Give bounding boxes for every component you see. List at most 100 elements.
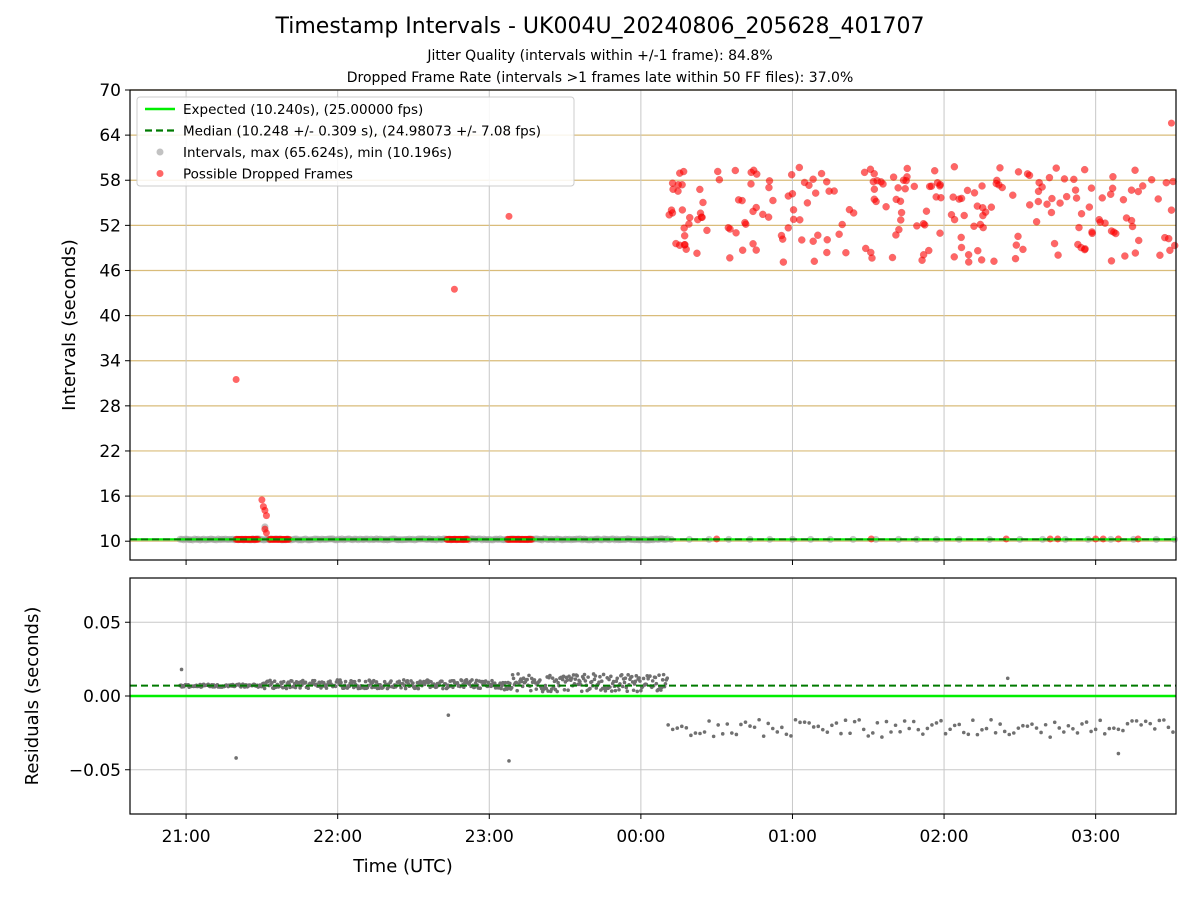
dropped-point (866, 165, 875, 174)
residual-point (1130, 719, 1134, 723)
dropped-point (764, 213, 773, 221)
dropped-point (978, 182, 986, 190)
residual-point (639, 688, 643, 693)
dropped-point (1054, 251, 1062, 259)
residual-point (663, 681, 668, 686)
dropped-point (667, 206, 676, 214)
dropped-point (680, 232, 689, 240)
bottom-y-tick-label: −0.05 (69, 761, 121, 781)
dropped-point (1045, 173, 1054, 182)
dropped-point (747, 180, 755, 188)
dropped-point (752, 246, 760, 254)
residual-point (527, 673, 531, 678)
chart-title: Timestamp Intervals - UK004U_20240806_20… (275, 14, 925, 39)
dropped-point (1025, 171, 1034, 180)
dropped-point (823, 178, 831, 186)
residual-point (529, 676, 534, 681)
residual-point (1075, 731, 1080, 735)
dropped-point (913, 222, 921, 230)
dropped-point (925, 182, 934, 191)
residual-point (594, 686, 599, 690)
residual-point (474, 678, 479, 683)
residual-point (638, 679, 642, 683)
residual-point (511, 676, 516, 681)
residual-point (179, 667, 184, 672)
residual-point (816, 724, 821, 729)
residual-point (784, 732, 789, 737)
top-y-tick-label: 16 (99, 487, 121, 507)
residual-point (554, 678, 559, 682)
residual-point (441, 686, 445, 691)
residual-point (1125, 721, 1130, 726)
dropped-point (897, 208, 906, 217)
dropped-point (726, 225, 734, 233)
x-tick-label: 00:00 (616, 827, 665, 847)
residual-point (401, 678, 406, 682)
residual-point (565, 678, 569, 682)
dropped-point (1072, 194, 1081, 202)
residual-point (489, 684, 493, 689)
residual-point (607, 677, 611, 682)
residual-point (510, 672, 515, 677)
dropped-point (1167, 206, 1176, 214)
residual-point (508, 681, 512, 686)
residual-point (711, 734, 716, 739)
dropped-point (1032, 218, 1041, 226)
dropped-point (882, 203, 890, 211)
residual-point (637, 676, 641, 680)
top-axes-frame (129, 89, 1177, 561)
residual-point (374, 680, 379, 684)
residual-point (567, 674, 571, 679)
residual-point (893, 723, 898, 728)
dropped-point (835, 230, 843, 238)
residual-point (601, 672, 606, 677)
residual-point (1062, 730, 1066, 734)
dropped-point (698, 213, 706, 222)
residual-point (989, 718, 993, 722)
dropped-point (957, 243, 966, 252)
dropped-point (1014, 232, 1022, 241)
residual-point (516, 672, 520, 676)
dropped-point (862, 244, 870, 253)
x-tick-label: 22:00 (313, 827, 362, 847)
residual-point (631, 688, 636, 693)
residual-point (617, 687, 621, 692)
residual-point (848, 731, 852, 736)
dropped-point (1121, 252, 1129, 260)
dropped-point (845, 205, 854, 214)
residual-point (939, 718, 943, 723)
dropped-point (817, 169, 826, 178)
residual-point (306, 686, 311, 691)
dropped-point (1131, 249, 1140, 257)
residual-point (262, 686, 267, 691)
residual-point (634, 674, 639, 678)
residual-point (907, 726, 911, 731)
residual-point (576, 682, 580, 687)
residual-point (748, 724, 752, 728)
dropped-point (960, 211, 968, 220)
residual-point (281, 679, 286, 684)
residual-point (1025, 724, 1030, 728)
dropped-point (1019, 245, 1027, 254)
dropped-point (809, 237, 817, 245)
residual-point (971, 718, 975, 723)
residual-point (857, 718, 861, 722)
residual-point (952, 723, 957, 728)
dropped-point (933, 179, 942, 187)
residual-point (578, 679, 582, 684)
residual-point (766, 721, 771, 726)
dropped-point (703, 226, 711, 235)
top-y-tick-label: 58 (99, 171, 121, 191)
residual-point (1166, 725, 1171, 730)
residual-point (656, 687, 660, 692)
dropped-point (919, 219, 928, 228)
residual-point (514, 680, 519, 685)
dropped-point (1038, 183, 1046, 191)
dropped-point (1085, 203, 1094, 211)
residual-point (1112, 726, 1116, 730)
legend-label: Possible Dropped Frames (183, 167, 353, 183)
dropped-point (879, 180, 887, 188)
dropped-point (674, 181, 682, 189)
residual-point (619, 672, 624, 677)
residual-point (598, 674, 602, 679)
